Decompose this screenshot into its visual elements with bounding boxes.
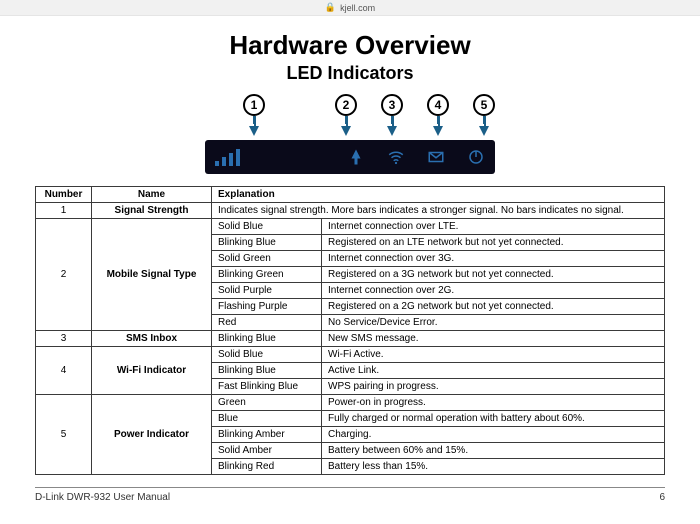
cell-name: Power Indicator (92, 395, 212, 475)
cell-name: Wi-Fi Indicator (92, 347, 212, 395)
cell-led-state: Flashing Purple (212, 299, 322, 315)
cell-led-state: Blinking Green (212, 267, 322, 283)
cell-explanation: Internet connection over LTE. (322, 219, 665, 235)
device-illustration: 1 2 3 4 5 (0, 94, 700, 174)
callout-5: 5 (473, 94, 495, 136)
th-name: Name (92, 187, 212, 203)
callout-number: 4 (427, 94, 449, 116)
cell-led-state: Solid Blue (212, 347, 322, 363)
cell-explanation: Active Link. (322, 363, 665, 379)
cell-led-state: Solid Purple (212, 283, 322, 299)
cell-explanation: Charging. (322, 427, 665, 443)
cell-led-state: Blinking Amber (212, 427, 322, 443)
cell-name: SMS Inbox (92, 331, 212, 347)
cell-explanation: Indicates signal strength. More bars ind… (212, 203, 665, 219)
cell-led-state: Fast Blinking Blue (212, 379, 322, 395)
page-footer: D-Link DWR-932 User Manual 6 (35, 487, 665, 503)
cell-explanation: Wi-Fi Active. (322, 347, 665, 363)
cell-explanation: Internet connection over 2G. (322, 283, 665, 299)
power-icon (467, 148, 485, 166)
table-header-row: Number Name Explanation (36, 187, 665, 203)
callout-4: 4 (427, 94, 449, 136)
footer-right: 6 (659, 492, 665, 503)
cell-explanation: New SMS message. (322, 331, 665, 347)
led-table: Number Name Explanation 1Signal Strength… (35, 186, 665, 475)
cell-led-state: Solid Green (212, 251, 322, 267)
device-panel (205, 140, 495, 174)
callout-row: 1 2 3 4 5 (205, 94, 495, 136)
cell-led-state: Solid Blue (212, 219, 322, 235)
cell-explanation: Internet connection over 3G. (322, 251, 665, 267)
cell-number: 1 (36, 203, 92, 219)
callout-number: 1 (243, 94, 265, 116)
page-subtitle: LED Indicators (0, 63, 700, 84)
cell-explanation: Battery less than 15%. (322, 459, 665, 475)
cell-explanation: Battery between 60% and 15%. (322, 443, 665, 459)
cell-led-state: Blinking Blue (212, 331, 322, 347)
table-row: 3SMS InboxBlinking BlueNew SMS message. (36, 331, 665, 347)
cell-led-state: Blue (212, 411, 322, 427)
cell-name: Signal Strength (92, 203, 212, 219)
cell-number: 3 (36, 331, 92, 347)
cell-led-state: Red (212, 315, 322, 331)
wifi-icon (387, 148, 405, 166)
cell-explanation: Registered on an LTE network but not yet… (322, 235, 665, 251)
callout-number: 2 (335, 94, 357, 116)
table-row: 4Wi-Fi IndicatorSolid BlueWi-Fi Active. (36, 347, 665, 363)
callout-number: 5 (473, 94, 495, 116)
th-number: Number (36, 187, 92, 203)
cell-explanation: No Service/Device Error. (322, 315, 665, 331)
document-page: Hardware Overview LED Indicators 12345 (0, 16, 700, 503)
signal-bars-icon (215, 148, 240, 166)
callout-1: 1 (243, 94, 265, 136)
cell-led-state: Blinking Red (212, 459, 322, 475)
table-body: 1Signal StrengthIndicates signal strengt… (36, 203, 665, 475)
callout-2: 2 (335, 94, 357, 136)
address-bar: 🔒 kjell.com (0, 0, 700, 16)
led-table-wrap: Number Name Explanation 1Signal Strength… (35, 186, 665, 475)
cell-explanation: Power-on in progress. (322, 395, 665, 411)
table-row: 2Mobile Signal TypeSolid BlueInternet co… (36, 219, 665, 235)
envelope-icon (427, 148, 445, 166)
cell-explanation: Registered on a 2G network but not yet c… (322, 299, 665, 315)
cell-explanation: Registered on a 3G network but not yet c… (322, 267, 665, 283)
cell-led-state: Green (212, 395, 322, 411)
th-explanation: Explanation (212, 187, 665, 203)
callout-number: 3 (381, 94, 403, 116)
footer-left: D-Link DWR-932 User Manual (35, 492, 170, 503)
callout-3: 3 (381, 94, 403, 136)
table-row: 1Signal StrengthIndicates signal strengt… (36, 203, 665, 219)
lock-icon: 🔒 (325, 2, 336, 13)
cell-number: 4 (36, 347, 92, 395)
cell-number: 5 (36, 395, 92, 475)
cell-explanation: Fully charged or normal operation with b… (322, 411, 665, 427)
cell-led-state: Blinking Blue (212, 363, 322, 379)
antenna-icon (347, 148, 365, 166)
cell-number: 2 (36, 219, 92, 331)
cell-led-state: Solid Amber (212, 443, 322, 459)
page-title: Hardware Overview (0, 30, 700, 61)
cell-led-state: Blinking Blue (212, 235, 322, 251)
table-row: 5Power IndicatorGreenPower-on in progres… (36, 395, 665, 411)
cell-explanation: WPS pairing in progress. (322, 379, 665, 395)
cell-name: Mobile Signal Type (92, 219, 212, 331)
address-host: kjell.com (340, 3, 375, 13)
